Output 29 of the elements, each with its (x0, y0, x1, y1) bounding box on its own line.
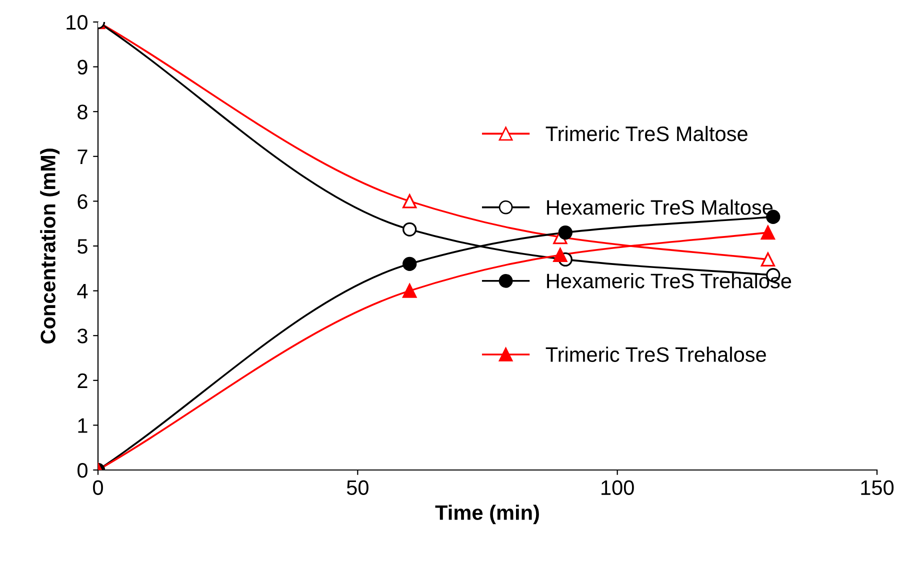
legend-label: Hexameric TreS Trehalose (547, 273, 792, 288)
legend-label: Hexameric TreS Maltose (547, 199, 773, 215)
y-tick-label: 10 (66, 15, 88, 30)
legend-label: Trimeric TreS Maltose (546, 126, 748, 142)
x-tick-label: 0 (93, 480, 103, 496)
point (760, 252, 776, 267)
legend-label: Trimeric TreS Trehalose (546, 346, 766, 362)
y-tick-label: 0 (78, 463, 88, 478)
y-axis-title: Concentration (mM) (40, 148, 60, 344)
y-tick-label: 5 (78, 239, 88, 254)
point (402, 256, 417, 272)
point (402, 194, 417, 208)
y-tick-label: 6 (78, 194, 88, 209)
y-tick-label: 7 (78, 150, 88, 164)
x-axis-title: Time (min) (435, 504, 539, 524)
x-tick-label: 100 (602, 480, 634, 496)
point (553, 248, 568, 262)
y-tick-label: 1 (78, 418, 88, 433)
y-tick-label: 3 (77, 328, 88, 344)
y-tick-label: 2 (78, 373, 88, 388)
y-tick-label: 8 (78, 104, 88, 120)
x-tick-label: 150 (861, 480, 894, 496)
y-tick-label: 4 (77, 284, 88, 298)
point (760, 225, 776, 240)
point (402, 222, 417, 237)
point (402, 284, 417, 298)
point (558, 225, 572, 240)
x-tick-label: 50 (346, 480, 368, 496)
y-tick-label: 9 (78, 60, 88, 75)
